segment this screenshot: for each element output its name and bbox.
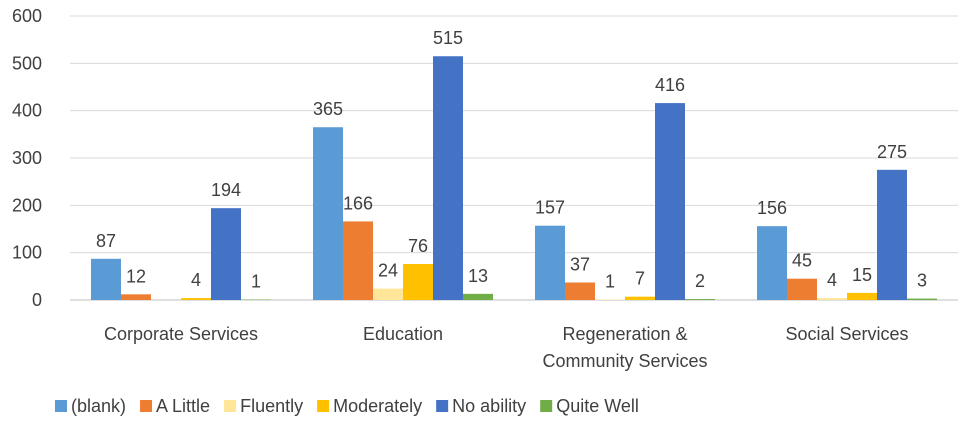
bar [91,258,121,300]
data-label: 416 [655,75,685,95]
bar [433,56,463,300]
bar [535,225,565,300]
legend: (blank) A Little Fluently Moderately No abil… [55,396,639,416]
data-label: 515 [433,28,463,48]
bar [343,221,373,300]
data-label: 275 [877,142,907,162]
data-label: 194 [211,180,241,200]
bar [121,294,151,300]
data-label: 7 [635,269,645,289]
legend-swatch [224,400,237,412]
legend-label: Moderately [333,396,422,416]
bar [463,293,493,300]
bar [211,208,241,300]
data-label: 13 [468,266,488,286]
x-tick-label: Corporate Services [104,324,258,344]
bar [373,288,403,300]
bar [685,299,715,300]
data-label: 157 [535,198,565,218]
bar [757,226,787,300]
y-tick-label: 600 [12,6,42,26]
data-label: 2 [695,271,705,291]
bars [91,56,937,301]
legend-label: Fluently [240,396,303,416]
x-tick-label: Social Services [785,324,908,344]
data-label: 87 [96,231,116,251]
bar [565,282,595,300]
data-label: 12 [126,266,146,286]
bar [787,278,817,300]
bar [313,127,343,300]
data-label: 37 [570,254,590,274]
legend-swatch [436,400,449,412]
legend-label: No ability [452,396,526,416]
bar [877,169,907,300]
gridlines [70,15,958,301]
data-label: 76 [408,236,428,256]
legend-label: A Little [156,396,210,416]
data-label: 166 [343,193,373,213]
data-label: 1 [251,272,261,292]
bar [907,298,937,300]
legend-swatch [140,400,153,412]
y-axis-ticks: 0 100 200 300 400 500 600 [12,6,42,310]
legend-swatch [55,400,67,412]
bar [817,298,847,300]
data-label: 3 [917,271,927,291]
y-tick-label: 100 [12,243,42,263]
bar [625,296,655,300]
data-label: 156 [757,198,787,218]
legend-label: (blank) [71,396,126,416]
bar [655,103,685,301]
y-tick-label: 0 [32,290,42,310]
y-tick-label: 500 [12,53,42,73]
data-label: 365 [313,99,343,119]
data-label: 4 [827,270,837,290]
bar [181,298,211,300]
y-tick-label: 200 [12,195,42,215]
bar [403,264,433,300]
x-tick-label: Education [363,324,443,344]
data-label: 1 [605,272,615,292]
data-label: 45 [792,251,812,271]
data-label: 4 [191,270,201,290]
y-tick-label: 300 [12,148,42,168]
legend-swatch [540,400,553,412]
legend-swatch [317,400,330,412]
data-label: 15 [852,265,872,285]
x-tick-label: Regeneration & Community Services [542,324,707,371]
x-axis-ticks: Corporate Services Education Regeneration … [104,324,909,371]
data-label: 24 [378,261,398,281]
y-tick-label: 400 [12,101,42,121]
legend-label: Quite Well [556,396,639,416]
bar [847,292,877,300]
